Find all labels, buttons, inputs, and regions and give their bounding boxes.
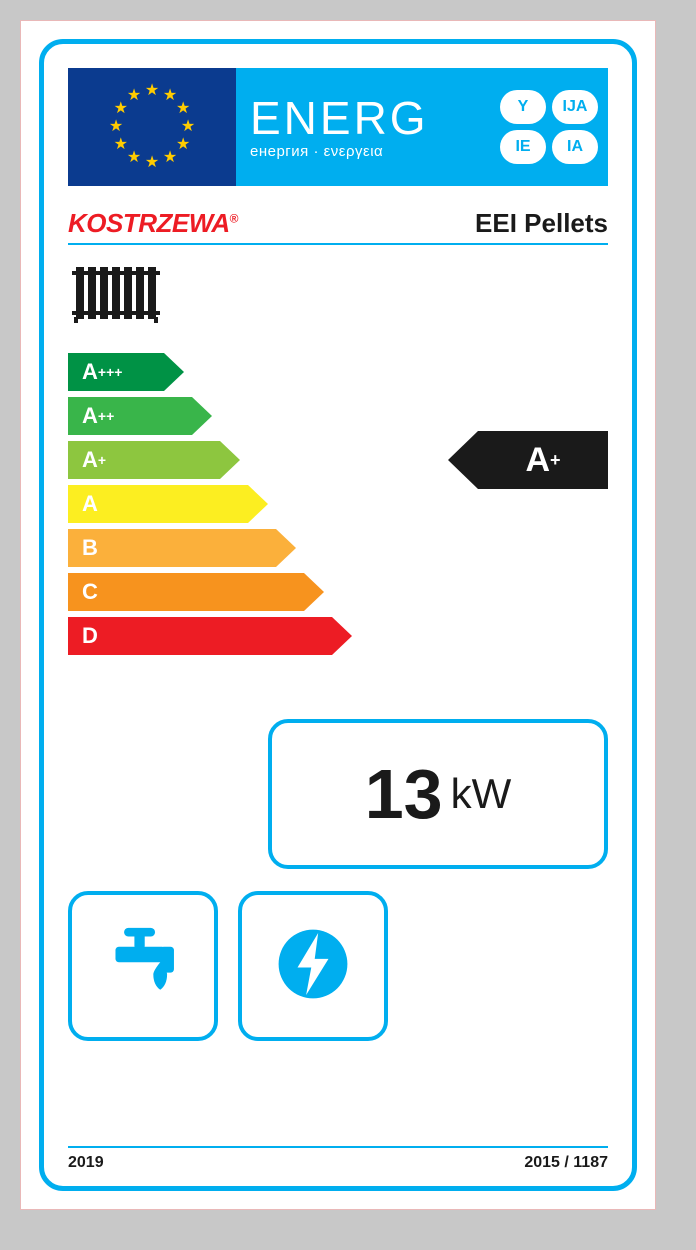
eu-star-icon: ★ [114,101,128,117]
registered-mark: ® [230,211,238,225]
efficiency-class-arrow: A+++ [68,353,164,391]
rating-sup: + [550,450,561,471]
class-sup: +++ [98,364,123,380]
efficiency-class-arrow: A++ [68,397,192,435]
brand-row: KOSTRZEWA® EEI Pellets [68,208,608,245]
efficiency-class-arrow: C [68,573,304,611]
header-strip: ★★★★★★★★★★★★ ENERG енергия · ενεργεια Y … [68,68,608,186]
hot-water-feature-box [68,891,218,1041]
eu-star-icon: ★ [176,101,190,117]
class-letter: B [82,535,98,561]
model-name: EEI Pellets [475,208,608,239]
tap-icon [100,921,186,1012]
rating-pointer: A+ [478,431,608,489]
eu-star-icon: ★ [109,119,123,135]
eu-flag: ★★★★★★★★★★★★ [68,68,236,186]
page: ★★★★★★★★★★★★ ENERG енергия · ενεργεια Y … [20,20,656,1210]
radiator-icon [72,263,160,323]
efficiency-class-arrow: A+ [68,441,220,479]
efficiency-class-arrow: B [68,529,276,567]
footer-year: 2019 [68,1154,104,1172]
energ-banner: ENERG енергия · ενεργεια Y IJA IE IA [236,68,608,186]
manufacturer-name: KOSTRZEWA® [68,208,238,239]
class-sup: + [98,452,106,468]
eu-stars-ring: ★★★★★★★★★★★★ [107,82,197,172]
efficiency-class-arrow: D [68,617,332,655]
footer-regulation: 2015 / 1187 [524,1154,608,1172]
feature-icons-row [68,891,608,1041]
class-letter: A [82,359,98,385]
rating-letter: A [525,441,550,480]
energ-lang-circles: Y IJA IE IA [500,90,598,164]
eu-star-icon: ★ [145,83,159,99]
energ-subtitle: енергия · ενεργεια [250,143,500,160]
class-letter: D [82,623,98,649]
power-output-box: 13 kW [268,719,608,869]
class-letter: A [82,491,98,517]
eu-star-icon: ★ [145,155,159,171]
class-letter: A [82,447,98,473]
efficiency-class-arrow: A [68,485,248,523]
eu-star-icon: ★ [163,150,177,166]
eu-star-icon: ★ [176,137,190,153]
efficiency-scale: A+++A++A+ABCD A+ [68,353,608,693]
eu-star-icon: ★ [127,150,141,166]
eu-star-icon: ★ [127,88,141,104]
lang-pill: IE [500,130,546,164]
bolt-icon [270,921,356,1012]
footer-line: 2019 2015 / 1187 [68,1146,608,1172]
manufacturer-text: KOSTRZEWA [68,208,230,238]
energ-title: ENERG [250,95,500,141]
class-letter: C [82,579,98,605]
class-letter: A [82,403,98,429]
power-value: 13 [365,754,443,834]
lang-pill: IA [552,130,598,164]
energy-label-card: ★★★★★★★★★★★★ ENERG енергия · ενεργεια Y … [39,39,637,1191]
electric-feature-box [238,891,388,1041]
class-sup: ++ [98,408,114,424]
eu-star-icon: ★ [114,137,128,153]
lang-pill: Y [500,90,546,124]
power-unit: kW [451,770,512,818]
eu-star-icon: ★ [181,119,195,135]
lang-pill: IJA [552,90,598,124]
